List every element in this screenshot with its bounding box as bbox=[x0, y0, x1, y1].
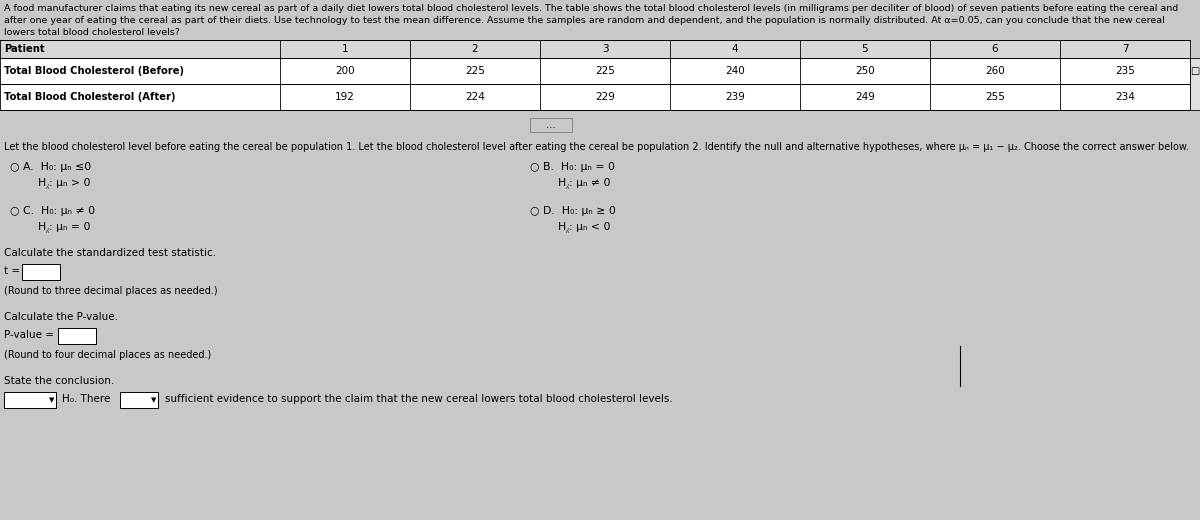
Text: ○ A.  H₀: μₙ ≤0: ○ A. H₀: μₙ ≤0 bbox=[10, 162, 91, 172]
Text: t =: t = bbox=[4, 266, 20, 276]
Text: …: … bbox=[546, 120, 556, 130]
Text: ▼: ▼ bbox=[49, 397, 55, 403]
Text: H₀. There: H₀. There bbox=[62, 394, 110, 404]
Text: ▼: ▼ bbox=[151, 397, 157, 403]
Text: sufficient evidence to support the claim that the new cereal lowers total blood : sufficient evidence to support the claim… bbox=[166, 394, 673, 404]
Text: lowers total blood cholesterol levels?: lowers total blood cholesterol levels? bbox=[4, 28, 180, 37]
Text: State the conclusion.: State the conclusion. bbox=[4, 376, 114, 386]
Text: Calculate the P-value.: Calculate the P-value. bbox=[4, 312, 118, 322]
Text: 235: 235 bbox=[1115, 66, 1135, 76]
Text: 5: 5 bbox=[862, 44, 869, 54]
Text: 224: 224 bbox=[466, 92, 485, 102]
Text: 250: 250 bbox=[856, 66, 875, 76]
Text: Total Blood Cholesterol (Before): Total Blood Cholesterol (Before) bbox=[4, 66, 184, 76]
Text: 234: 234 bbox=[1115, 92, 1135, 102]
Text: 260: 260 bbox=[985, 66, 1004, 76]
Text: after one year of eating the cereal as part of their diets. Use technology to te: after one year of eating the cereal as p… bbox=[4, 16, 1165, 25]
Bar bbox=[530, 118, 572, 132]
Text: 225: 225 bbox=[595, 66, 614, 76]
Bar bbox=[0, 58, 1190, 84]
Bar bbox=[58, 328, 96, 344]
Text: 229: 229 bbox=[595, 92, 614, 102]
Text: Total Blood Cholesterol (After): Total Blood Cholesterol (After) bbox=[4, 92, 175, 102]
Text: ○ D.  H₀: μₙ ≥ 0: ○ D. H₀: μₙ ≥ 0 bbox=[530, 206, 616, 216]
Text: Calculate the standardized test statistic.: Calculate the standardized test statisti… bbox=[4, 248, 216, 258]
Text: □: □ bbox=[1190, 66, 1200, 76]
Text: (Round to three decimal places as needed.): (Round to three decimal places as needed… bbox=[4, 286, 217, 296]
Text: 249: 249 bbox=[856, 92, 875, 102]
Bar bbox=[120, 392, 158, 408]
Text: 200: 200 bbox=[335, 66, 355, 76]
Text: H⁁: μₙ < 0: H⁁: μₙ < 0 bbox=[558, 222, 611, 233]
Text: 2: 2 bbox=[472, 44, 479, 54]
Text: 6: 6 bbox=[991, 44, 998, 54]
Bar bbox=[4, 392, 56, 408]
Text: 4: 4 bbox=[732, 44, 738, 54]
Text: 192: 192 bbox=[335, 92, 355, 102]
Bar bbox=[1190, 58, 1200, 110]
Text: 255: 255 bbox=[985, 92, 1004, 102]
Text: A food manufacturer claims that eating its new cereal as part of a daily diet lo: A food manufacturer claims that eating i… bbox=[4, 4, 1178, 13]
Text: ○ C.  H₀: μₙ ≠ 0: ○ C. H₀: μₙ ≠ 0 bbox=[10, 206, 95, 216]
Text: (Round to four decimal places as needed.): (Round to four decimal places as needed.… bbox=[4, 350, 211, 360]
Text: 225: 225 bbox=[466, 66, 485, 76]
Text: 240: 240 bbox=[725, 66, 745, 76]
Text: H⁁: μₙ = 0: H⁁: μₙ = 0 bbox=[38, 222, 90, 233]
Text: Patient: Patient bbox=[4, 44, 44, 54]
Text: 1: 1 bbox=[342, 44, 348, 54]
Text: Let the blood cholesterol level before eating the cereal be population 1. Let th: Let the blood cholesterol level before e… bbox=[4, 142, 1189, 152]
Bar bbox=[0, 40, 1190, 58]
Text: H⁁: μₙ > 0: H⁁: μₙ > 0 bbox=[38, 178, 90, 189]
Text: P-value =: P-value = bbox=[4, 330, 54, 340]
Text: ○ B.  H₀: μₙ = 0: ○ B. H₀: μₙ = 0 bbox=[530, 162, 616, 172]
Text: H⁁: μₙ ≠ 0: H⁁: μₙ ≠ 0 bbox=[558, 178, 611, 189]
Text: 3: 3 bbox=[601, 44, 608, 54]
Bar bbox=[0, 84, 1190, 110]
Bar bbox=[22, 264, 60, 280]
Text: 7: 7 bbox=[1122, 44, 1128, 54]
Text: 239: 239 bbox=[725, 92, 745, 102]
